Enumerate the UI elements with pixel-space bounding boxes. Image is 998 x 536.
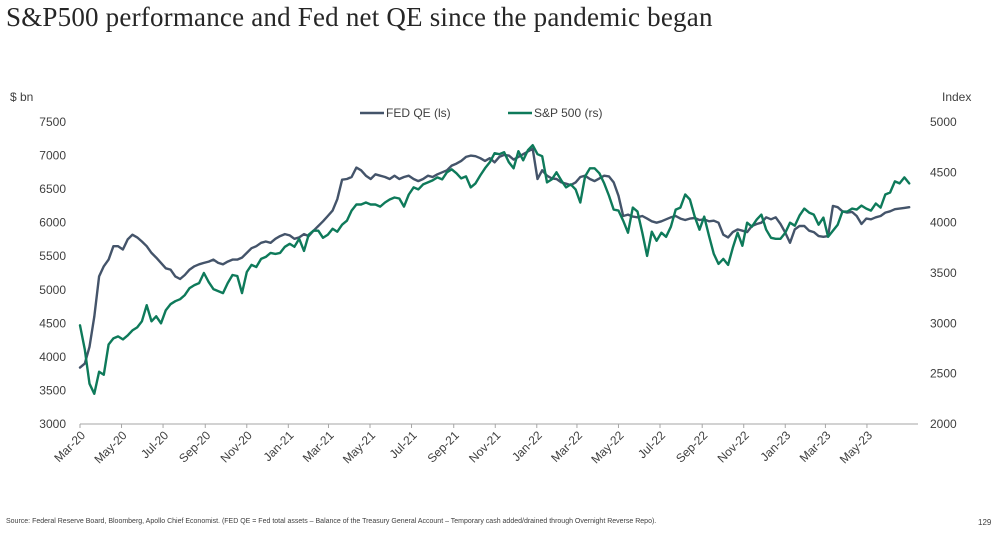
y-right-tick-label: 2500	[930, 367, 957, 381]
y-left-tick-label: 5000	[39, 283, 66, 297]
x-tick-label: Mar-21	[300, 428, 337, 465]
legend-item-sp500: S&P 500 (rs)	[508, 106, 602, 120]
y-left-axis-label: $ bn	[10, 90, 33, 104]
x-tick-label: Sep-21	[425, 428, 462, 465]
x-tick-label: Mar-20	[51, 428, 88, 465]
page-number: 129	[978, 518, 992, 527]
legend: FED QE (ls) S&P 500 (rs)	[360, 106, 602, 120]
x-tick-label: Nov-21	[466, 428, 503, 465]
legend-item-fed-qe: FED QE (ls)	[360, 106, 451, 120]
y-left-tick-label: 3000	[39, 417, 66, 431]
source-note: Source: Federal Reserve Board, Bloomberg…	[6, 518, 657, 525]
sp500-line	[78, 144, 911, 395]
x-tick-label: Mar-23	[797, 428, 834, 465]
y-left-tick-label: 6500	[39, 182, 66, 196]
x-tick-label: Mar-22	[548, 428, 585, 465]
fed-qe-line	[78, 147, 911, 369]
x-tick-label: Sep-20	[176, 428, 213, 465]
x-tick-label: Jul-20	[138, 428, 171, 461]
axes	[79, 423, 918, 428]
legend-label: S&P 500 (rs)	[534, 106, 602, 120]
chart-title: S&P500 performance and Fed net QE since …	[6, 2, 713, 32]
x-tick-label: Nov-22	[715, 428, 752, 465]
y-left-tick-label: 6000	[39, 216, 66, 230]
series-lines	[78, 144, 911, 395]
y-left-tick-label: 7000	[39, 149, 66, 163]
x-tick-label: May-20	[91, 428, 129, 466]
y-left-tick-label: 4500	[39, 316, 66, 330]
x-tick-label: Jan-23	[758, 428, 794, 464]
legend-label: FED QE (ls)	[386, 106, 451, 120]
y-left-tick-label: 4000	[39, 350, 66, 364]
x-tick-label: Jul-22	[635, 428, 668, 461]
y-right-tick-label: 4000	[930, 216, 957, 230]
x-tick-label: Jul-21	[387, 428, 420, 461]
y-right-tick-label: 2000	[930, 417, 957, 431]
y-right-tick-label: 5000	[930, 115, 957, 129]
x-tick-label: May-21	[340, 428, 378, 466]
x-tick-label: Sep-22	[673, 428, 710, 465]
y-left-tick-label: 5500	[39, 249, 66, 263]
x-tick-label: May-23	[837, 428, 875, 466]
x-tick-label: Nov-20	[218, 428, 255, 465]
y-right-axis-label: Index	[942, 90, 971, 104]
y-right-tick-label: 3000	[930, 316, 957, 330]
y-right-tick-label: 3500	[930, 266, 957, 280]
x-tick-label: May-22	[588, 428, 626, 466]
y-right-tick-label: 4500	[930, 165, 957, 179]
tick-labels: 3000 3500 4000 4500 5000 5500 6000 6500 7000 7500…	[10, 90, 971, 466]
y-left-tick-label: 7500	[39, 115, 66, 129]
y-left-tick-label: 3500	[39, 383, 66, 397]
x-tick-label: Jan-21	[261, 428, 297, 464]
x-tick-label: Jan-22	[509, 428, 545, 464]
